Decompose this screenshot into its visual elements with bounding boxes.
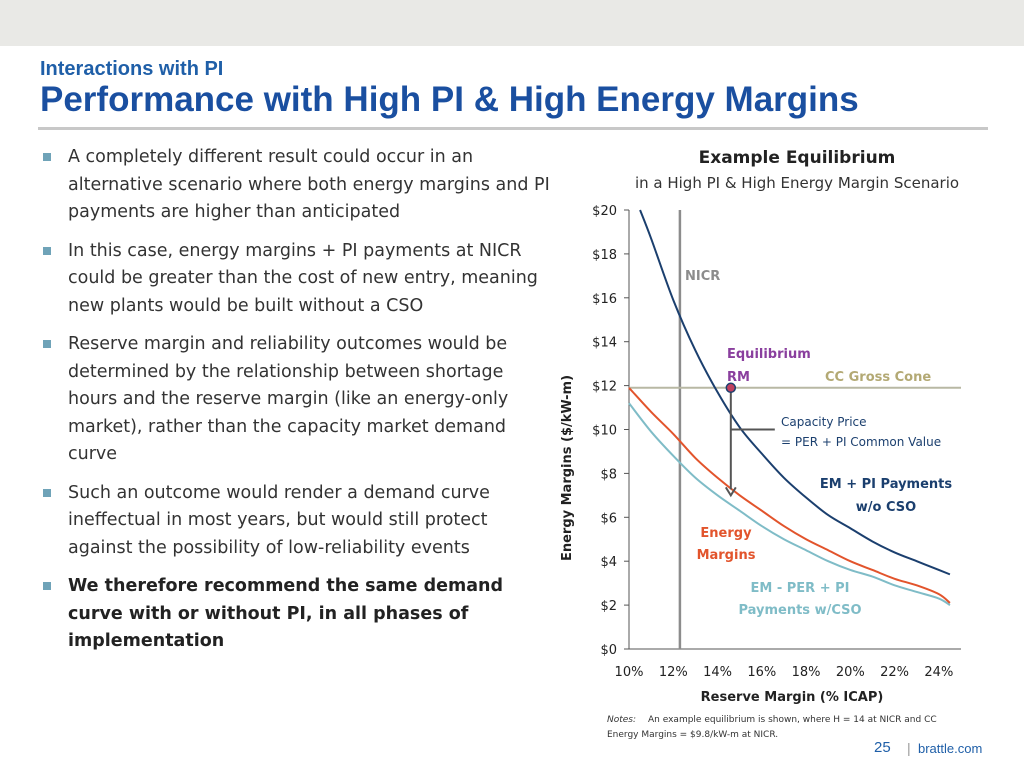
y-tick-label: $16 [592, 292, 617, 307]
bullet-text: A completely different result could occu… [68, 147, 550, 222]
y-tick-label: $20 [592, 204, 617, 219]
x-axis-label: Reserve Margin (% ICAP) [701, 690, 884, 705]
capacity-price-label-line2: = PER + PI Common Value [781, 435, 941, 449]
bullet-square-icon [43, 246, 51, 255]
series-line-em-pi [639, 209, 951, 576]
bullet-item: A completely different result could occu… [40, 144, 552, 227]
y-axis-label: Energy Margins ($/kW-m) [560, 375, 575, 561]
equilibrium-point [725, 382, 737, 394]
title-divider [38, 127, 988, 130]
bullet-square-icon [43, 153, 51, 161]
chart-title: Example Equilibrium [699, 148, 896, 168]
bullet-square-icon [43, 488, 51, 497]
em-pi-label-line1: EM + PI Payments [820, 477, 953, 492]
capacity-price-arrow [724, 387, 775, 498]
y-tick-label: $14 [592, 336, 617, 351]
bullet-square-icon [43, 582, 51, 590]
x-tick-label: 24% [924, 665, 953, 680]
chart-subtitle: in a High PI & High Energy Margin Scenar… [635, 174, 959, 192]
energy-margins-label-line1: Energy [700, 526, 752, 541]
y-axis-ticks: $0 $2 $4 $6 $8 $10 $12 $14 $16 $18 $20 [592, 204, 629, 658]
arrow-head [724, 486, 737, 498]
energy-margins-label-line2: Margins [697, 548, 756, 563]
footer-site-link[interactable]: brattle.com [918, 741, 983, 756]
notes-line2: Energy Margins = $9.8/kW-m at NICR. [607, 730, 778, 740]
notes-label: Notes: [607, 715, 636, 725]
footer-separator: | [907, 740, 911, 756]
top-banner [0, 0, 1024, 46]
cc-gross-cone-label: CC Gross Cone [825, 370, 931, 385]
bullet-item: In this case, energy margins + PI paymen… [40, 238, 552, 321]
series-line-energy-margins [628, 387, 951, 604]
x-tick-label: 14% [703, 665, 732, 680]
x-tick-label: 16% [747, 665, 776, 680]
bullet-text: In this case, energy margins + PI paymen… [68, 240, 538, 316]
em-per-pi-label-line2: Payments w/CSO [738, 603, 861, 618]
equilibrium-chart: Example Equilibrium in a High PI & High … [560, 148, 961, 740]
x-tick-label: 20% [836, 665, 865, 680]
bullet-text: Reserve margin and reliability outcomes … [68, 334, 509, 464]
bullet-text: We therefore recommend the same demand c… [68, 576, 504, 651]
x-tick-label: 12% [659, 665, 688, 680]
y-tick-label: $2 [600, 599, 617, 614]
equilibrium-label-line2: RM [727, 370, 750, 385]
x-axis-ticks: 10% 12% 14% 16% 18% 20% 22% 24% [615, 665, 954, 680]
capacity-price-label-line1: Capacity Price [781, 415, 867, 429]
y-tick-label: $8 [600, 467, 617, 482]
page-number: 25 [874, 739, 891, 756]
bullet-square-icon [43, 340, 51, 348]
notes-line1: An example equilibrium is shown, where H… [648, 715, 937, 725]
y-tick-label: $4 [600, 555, 617, 570]
bullet-item: Reserve margin and reliability outcomes … [40, 331, 552, 469]
y-tick-label: $0 [600, 643, 617, 658]
y-tick-label: $10 [592, 424, 617, 439]
y-tick-label: $12 [592, 380, 617, 395]
y-tick-label: $6 [600, 511, 617, 526]
bullet-text: Such an outcome would render a demand cu… [68, 482, 490, 558]
x-tick-label: 22% [880, 665, 909, 680]
x-tick-label: 10% [615, 665, 644, 680]
bullet-item-recommendation: We therefore recommend the same demand c… [40, 573, 552, 656]
equilibrium-label-line1: Equilibrium [727, 347, 811, 362]
slide-title: Performance with High PI & High Energy M… [40, 80, 859, 119]
bullet-item: Such an outcome would render a demand cu… [40, 480, 552, 563]
nicr-label: NICR [685, 269, 720, 284]
y-tick-label: $18 [592, 248, 617, 263]
em-pi-label-line2: w/o CSO [856, 500, 916, 515]
em-per-pi-label-line1: EM - PER + PI [751, 581, 850, 596]
bullet-list: A completely different result could occu… [40, 144, 552, 667]
section-subtitle: Interactions with PI [40, 58, 224, 80]
series-line-em-per-pi [628, 402, 951, 606]
x-tick-label: 18% [792, 665, 821, 680]
